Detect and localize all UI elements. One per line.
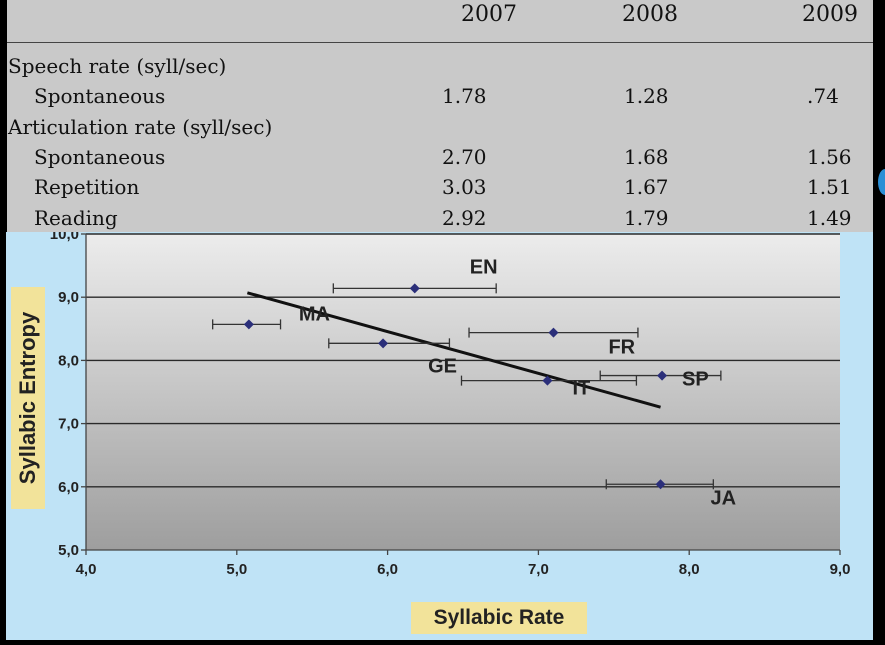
y-tick-label: 10,0 [50, 232, 79, 243]
y-tick-label: 5,0 [58, 542, 79, 559]
row-label: Speech rate (syll/sec) [8, 54, 227, 78]
x-tick-label: 6,0 [377, 561, 398, 578]
table-cell: 1.49 [807, 206, 852, 230]
table-cell: 1.78 [442, 84, 487, 108]
y-tick-label: 7,0 [58, 416, 79, 433]
row-label: Reading [34, 206, 118, 230]
plot-area [86, 234, 840, 550]
row-label: Spontaneous [34, 84, 166, 108]
table-cell: 1.56 [807, 145, 852, 169]
x-tick-label: 9,0 [830, 561, 851, 578]
data-point [542, 375, 553, 386]
table-cell: 2.92 [442, 206, 487, 230]
data-point [548, 327, 559, 338]
data-point [657, 370, 668, 381]
x-tick-label: 7,0 [528, 561, 549, 578]
x-axis-label: Syllabic Rate [411, 602, 587, 634]
point-label: GE [428, 355, 457, 377]
column-header: 2009 [802, 2, 858, 27]
x-tick-label: 5,0 [226, 561, 247, 578]
blue-edge-marker [878, 169, 885, 195]
x-tick-label: 4,0 [76, 561, 97, 578]
row-label: Articulation rate (syll/sec) [8, 115, 273, 139]
point-label: JA [711, 487, 737, 509]
point-label: IT [572, 378, 590, 400]
y-axis-label: Syllabic Entropy [15, 311, 40, 485]
y-axis-label-background [11, 287, 45, 509]
table-cell: 2.70 [442, 145, 487, 169]
point-label: SP [682, 369, 709, 391]
table-cell: 1.51 [807, 175, 852, 199]
rates-table: 2007 2008 2009 Speech rate (syll/sec) Sponta… [7, 0, 873, 232]
data-point [378, 338, 389, 349]
y-tick-label: 9,0 [58, 289, 79, 306]
y-tick-label: 8,0 [58, 352, 79, 369]
header-rule [7, 42, 873, 43]
table-cell: 1.67 [624, 175, 669, 199]
data-point [243, 319, 254, 330]
entropy-rate-chart: 5,0 6,0 7,0 8,0 9,0 10,0 4,0 5,0 6,0 7,0 8,0 9,0 EN M… [6, 232, 873, 640]
column-header: 2007 [461, 2, 517, 27]
table-cell: 1.68 [624, 145, 669, 169]
table-cell: 3.03 [442, 175, 487, 199]
point-label: FR [608, 337, 635, 359]
table-cell: 1.28 [624, 84, 669, 108]
data-point [655, 479, 666, 490]
table-cell: .74 [807, 84, 839, 108]
point-label: MA [299, 303, 330, 325]
y-tick-label: 6,0 [58, 479, 79, 496]
data-point [409, 283, 420, 294]
column-header: 2008 [622, 2, 678, 27]
chart-plot: 5,0 6,0 7,0 8,0 9,0 10,0 4,0 5,0 6,0 7,0 8,0 9,0 EN M… [50, 232, 851, 578]
row-label: Repetition [34, 175, 140, 199]
x-tick-label: 8,0 [679, 561, 700, 578]
row-label: Spontaneous [34, 145, 166, 169]
table-cell: 1.79 [624, 206, 669, 230]
trend-line [246, 291, 661, 409]
point-label: EN [470, 256, 498, 278]
